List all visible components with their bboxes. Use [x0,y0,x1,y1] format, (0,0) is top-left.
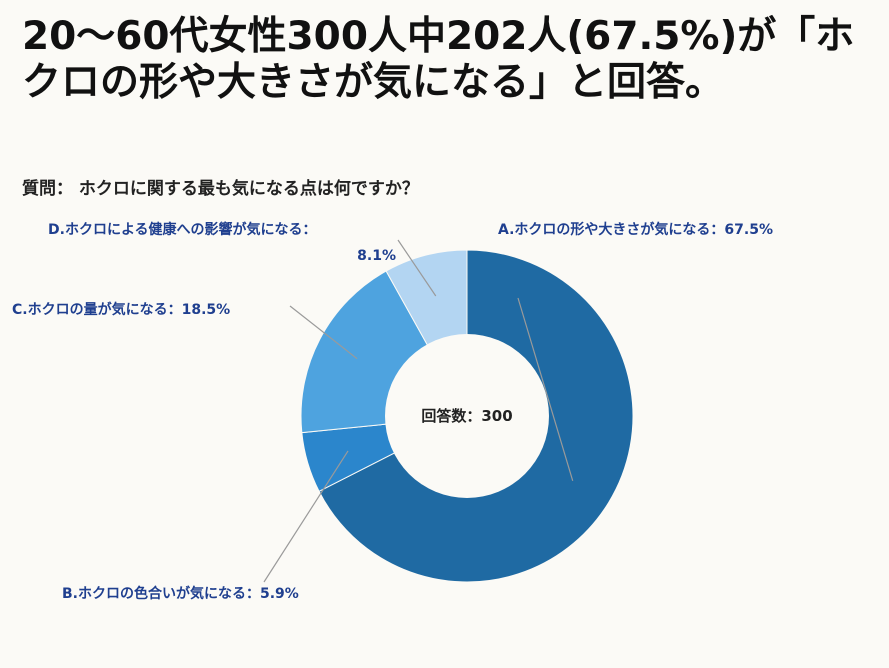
page-title: 20〜60代女性300人中202人(67.5%)が「ホクロの形や大きさが気になる… [22,14,855,105]
label-d-value: 8.1% [357,248,396,264]
leader-line [289,305,358,360]
survey-question: 質問： ホクロに関する最も気になる点は何ですか？ [22,179,419,199]
leader-line [397,239,437,297]
label-c: C.ホクロの量が気になる：18.5% [12,301,230,318]
label-a: A.ホクロの形や大きさが気になる：67.5% [498,221,773,238]
leader-line [263,450,349,583]
label-b: B.ホクロの色合いが気になる：5.9% [62,585,299,602]
leader-line [517,297,574,481]
center-label: 回答数：300 [421,407,512,425]
label-d: D.ホクロによる健康への影響が気になる： [48,221,317,238]
donut-hole [385,334,549,498]
